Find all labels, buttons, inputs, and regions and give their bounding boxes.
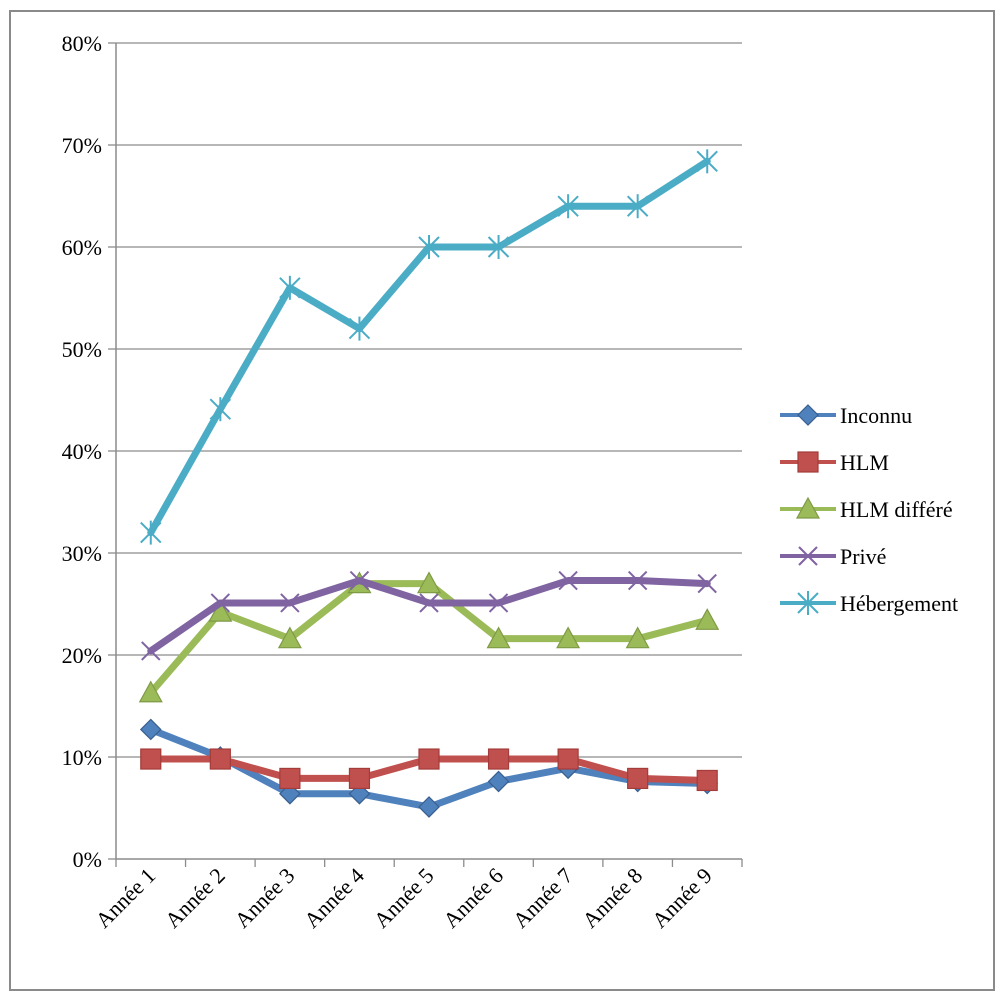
data-point (487, 235, 510, 259)
data-point (349, 570, 370, 591)
legend-label: Hébergement (840, 591, 958, 616)
y-tick-label: 40% (62, 439, 102, 464)
data-point (487, 748, 510, 770)
x-tick-label: Année 6 (438, 863, 508, 933)
data-point (209, 748, 231, 770)
series-privé (141, 570, 717, 661)
legend-label: HLM (840, 450, 889, 475)
legend-marker (797, 404, 819, 426)
legend-item: Privé (780, 544, 886, 569)
data-point (416, 571, 442, 594)
y-axis-ticks: 0% 10% 20% 30% 40% 50% 60% 70% 80% (62, 31, 116, 872)
x-tick-label: Année 4 (299, 863, 369, 933)
data-point (697, 573, 717, 594)
y-tick-label: 80% (62, 31, 102, 56)
data-point (277, 626, 302, 649)
legend-label: Inconnu (840, 403, 912, 428)
data-point (140, 520, 162, 545)
x-tick-label: Année 8 (577, 863, 647, 933)
x-tick-label: Année 3 (229, 863, 299, 933)
data-point (418, 748, 440, 770)
data-point (487, 770, 510, 793)
y-tick-label: 30% (62, 541, 102, 566)
legend-label: Privé (840, 544, 886, 569)
series-group (138, 149, 720, 818)
data-point (139, 718, 162, 741)
y-tick-label: 60% (62, 235, 102, 260)
x-tick-label: Année 2 (160, 863, 230, 933)
data-point (141, 641, 161, 661)
data-point (695, 608, 720, 630)
data-point (627, 767, 649, 790)
legend-item: HLM (780, 450, 889, 475)
chart-frame (9, 10, 995, 991)
data-point (419, 593, 439, 613)
data-point (279, 767, 301, 790)
y-tick-label: 20% (62, 643, 102, 668)
data-point (138, 680, 163, 703)
legend-item: Inconnu (780, 403, 912, 428)
data-point (557, 748, 579, 770)
data-point (348, 767, 371, 790)
data-point (626, 194, 649, 219)
series-hébergement (140, 149, 718, 545)
data-point (280, 593, 300, 613)
x-tick-label: Année 1 (90, 863, 160, 933)
data-point (418, 235, 440, 259)
legend-marker (797, 591, 819, 615)
x-axis-ticks: Année 1 Année 2 Année 3 Année 4 Année 5 Année… (90, 859, 743, 933)
data-point (208, 599, 233, 622)
legend-marker (795, 496, 821, 519)
series-line (147, 157, 711, 537)
x-tick-label: Année 5 (369, 863, 439, 933)
x-tick-label: Année 7 (508, 863, 578, 933)
data-point (696, 149, 718, 174)
data-point (556, 626, 581, 649)
data-point (627, 570, 648, 591)
data-point (696, 769, 718, 792)
data-point (140, 748, 162, 770)
data-point (558, 570, 578, 591)
data-point (209, 397, 232, 422)
legend-marker (798, 546, 818, 566)
data-point (279, 275, 301, 300)
data-point (418, 796, 440, 818)
legend-marker (797, 451, 819, 473)
data-point (348, 316, 371, 341)
legend-item: HLM différé (780, 496, 953, 522)
data-point (486, 626, 511, 649)
series-hlm (140, 748, 718, 792)
y-tick-label: 50% (62, 337, 102, 362)
y-tick-label: 10% (62, 745, 102, 770)
legend-item: Hébergement (780, 591, 958, 616)
legend-label: HLM différé (840, 497, 953, 522)
data-point (625, 626, 650, 649)
data-point (488, 593, 509, 613)
y-tick-label: 0% (73, 847, 102, 872)
series-hlm-différé (138, 571, 720, 703)
data-point (557, 194, 579, 219)
x-tick-label: Année 9 (647, 863, 717, 933)
y-tick-label: 70% (62, 133, 102, 158)
data-point (210, 593, 231, 613)
legend: Inconnu HLM HLM différé Privé Hébergement (780, 403, 958, 616)
